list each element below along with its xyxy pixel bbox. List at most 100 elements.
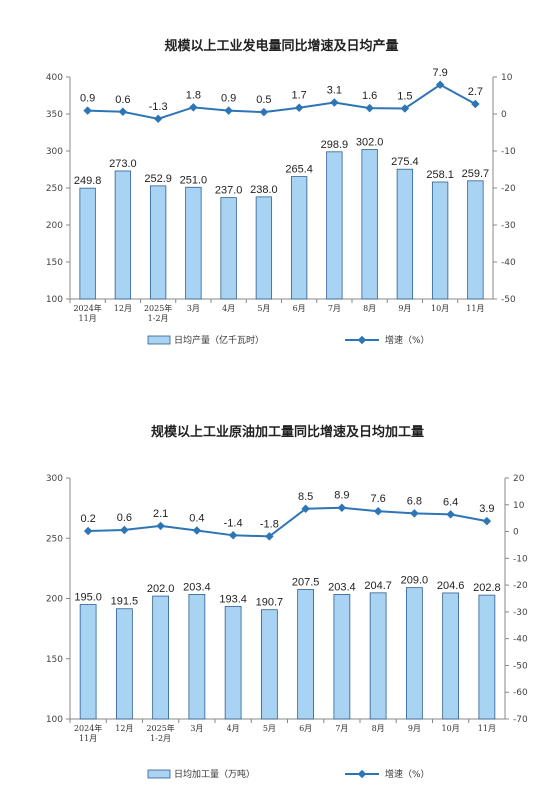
legend-bar-swatch [147, 335, 171, 345]
bar [369, 592, 387, 720]
growth-value-label: 2.7 [468, 86, 483, 98]
crude-oil-processing-chart: 规模以上工业原油加工量同比增速及日均加工量100150200250300-70-… [46, 424, 528, 780]
x-tick-label: 2024年 [74, 723, 102, 733]
growth-point [265, 532, 274, 541]
legend-line-marker [357, 335, 367, 345]
growth-point [120, 525, 129, 535]
bar-value-label: 193.4 [219, 593, 247, 605]
chart-title: 规模以上工业发电量同比增速及日均产量 [164, 38, 398, 54]
growth-point [365, 103, 374, 113]
y-tick-label-right: -50 [513, 661, 528, 671]
bar-value-label: 190.7 [256, 597, 284, 609]
legend-line-label: 增速（%） [385, 334, 430, 346]
bar-value-label: 258.1 [426, 169, 454, 181]
bar-value-label: 207.5 [292, 576, 320, 588]
growth-value-label: 3.9 [479, 503, 494, 515]
x-tick-label: 10月 [431, 304, 449, 313]
y-tick-label-left: 350 [46, 110, 63, 120]
growth-value-label: 0.6 [117, 512, 132, 524]
x-tick-label: 9月 [398, 304, 411, 313]
bar [255, 196, 273, 300]
bar [79, 604, 97, 720]
growth-point [446, 510, 455, 519]
growth-value-label: 3.1 [327, 85, 342, 97]
bar [361, 149, 378, 300]
bar-value-label: 237.0 [215, 185, 243, 197]
bar [431, 181, 449, 300]
y-tick-label-right: -50 [501, 295, 516, 305]
x-tick-label: 1-2月 [150, 734, 171, 743]
bar-value-label: 259.7 [462, 168, 490, 180]
y-tick-label-right: -70 [513, 715, 528, 725]
x-tick-label: 11月 [478, 724, 496, 733]
x-tick-label: 2025年 [144, 303, 172, 313]
bar [224, 606, 242, 720]
x-tick-label: 6月 [299, 724, 312, 733]
growth-line [88, 506, 488, 538]
bar-value-label: 202.0 [147, 583, 175, 595]
x-tick-label: 2025年 [146, 723, 174, 733]
bar-value-label: 251.0 [180, 174, 208, 186]
y-tick-label-right: -60 [513, 688, 528, 698]
growth-value-label: 8.9 [334, 490, 349, 502]
growth-point [337, 503, 347, 512]
bar [396, 168, 414, 300]
y-tick-label-right: 20 [513, 474, 525, 484]
growth-point [400, 104, 410, 113]
x-tick-label: 3月 [187, 304, 200, 313]
bar-value-label: 202.8 [473, 582, 501, 594]
x-tick-label: 10月 [442, 724, 460, 733]
growth-point [156, 521, 165, 531]
growth-value-label: 0.9 [221, 93, 236, 105]
growth-value-label: 0.6 [115, 94, 130, 106]
bar [478, 594, 496, 720]
y-tick-label-right: 0 [501, 110, 507, 120]
x-tick-label: 8月 [363, 304, 376, 313]
bar [290, 176, 308, 300]
y-tick-label-left: 200 [46, 221, 63, 231]
y-tick-label-right: -30 [501, 221, 516, 231]
growth-value-label: -1.8 [260, 518, 279, 530]
x-tick-label: 5月 [263, 724, 276, 733]
x-tick-label: 11月 [466, 304, 484, 313]
growth-value-label: 6.4 [443, 496, 458, 508]
bar [220, 197, 237, 300]
y-tick-label-right: -40 [501, 258, 516, 268]
growth-value-label: 1.7 [291, 90, 306, 102]
y-tick-label-left: 150 [46, 258, 63, 268]
y-tick-label-right: -10 [513, 554, 528, 564]
x-tick-label: 8月 [372, 724, 385, 733]
growth-point [471, 99, 480, 109]
bar-value-label: 298.9 [321, 139, 349, 151]
bar [467, 180, 484, 300]
growth-value-label: 0.2 [80, 513, 95, 525]
y-tick-label-left: 300 [46, 474, 63, 484]
chart-title: 规模以上工业原油加工量同比增速及日均加工量 [151, 424, 424, 440]
growth-value-label: 0.4 [189, 512, 204, 524]
growth-point [330, 98, 339, 107]
bar-value-label: 275.4 [391, 156, 419, 168]
legend-line-label: 增速（%） [385, 768, 430, 780]
growth-point [294, 103, 304, 112]
growth-point [118, 107, 128, 117]
growth-point [189, 103, 198, 112]
growth-point [373, 506, 383, 516]
x-tick-label: 7月 [328, 304, 341, 313]
growth-point [153, 114, 163, 124]
growth-point [259, 107, 269, 117]
y-tick-label-right: -30 [513, 608, 528, 618]
growth-value-label: 7.6 [370, 493, 385, 505]
y-tick-label-left: 250 [46, 534, 63, 544]
growth-line [87, 83, 476, 120]
growth-value-label: 7.9 [432, 67, 447, 79]
y-tick-label-left: 100 [46, 715, 63, 725]
bar-value-label: 203.4 [328, 581, 356, 593]
y-tick-label-right: -20 [513, 581, 528, 591]
bar-value-label: 238.0 [250, 184, 278, 196]
bar-value-label: 195.0 [74, 592, 102, 604]
y-tick-label-right: 10 [501, 73, 513, 83]
growth-value-label: 2.1 [153, 508, 168, 520]
bar [79, 187, 96, 300]
bar [185, 186, 202, 300]
bar [188, 594, 206, 720]
